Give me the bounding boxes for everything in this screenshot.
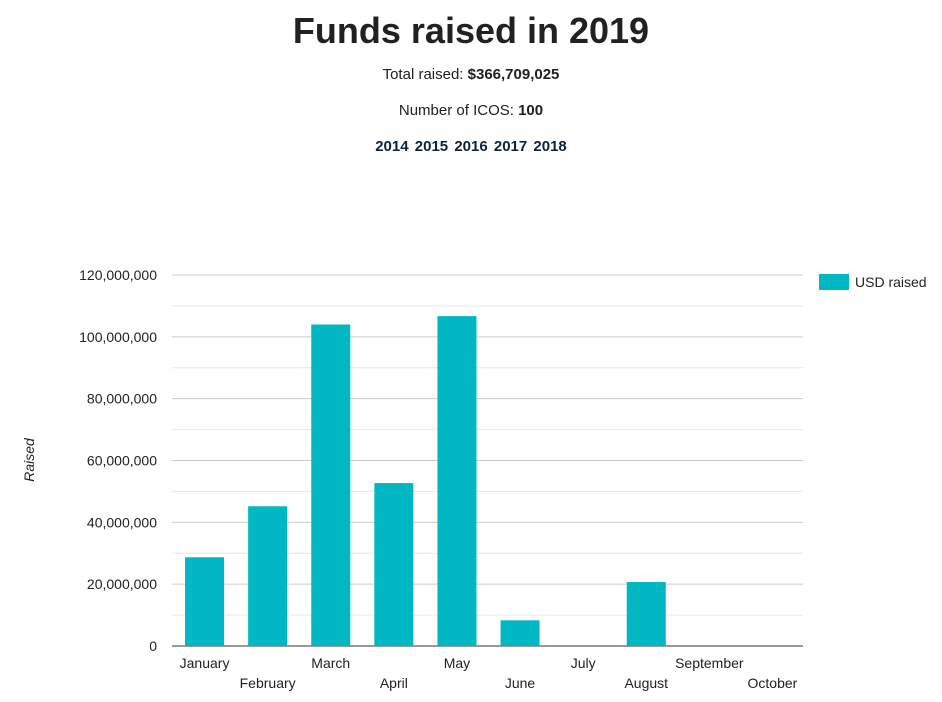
legend-swatch [819, 274, 849, 290]
y-tick-label: 40,000,000 [87, 514, 157, 530]
y-tick-label: 120,000,000 [79, 267, 157, 283]
x-tick-label: February [240, 675, 296, 691]
bar-april [374, 483, 413, 646]
y-tick-label: 0 [149, 638, 157, 654]
y-axis-label: Raised [21, 437, 37, 482]
bar-january [185, 557, 224, 646]
bar-chart: 0 20,000,000 40,000,000 60,000,000 80,000,00… [0, 0, 942, 702]
bar-may [437, 316, 476, 646]
x-tick-label: September [675, 655, 744, 671]
x-tick-label: August [624, 675, 668, 691]
bar-august [627, 582, 666, 646]
y-tick-label: 60,000,000 [87, 453, 157, 469]
x-tick-label: July [571, 655, 596, 671]
y-tick-label: 100,000,000 [79, 329, 157, 345]
bar-march [311, 324, 350, 646]
bar-june [501, 620, 540, 646]
x-tick-label: June [505, 675, 536, 691]
x-tick-label: January [180, 655, 230, 671]
x-tick-label: October [748, 675, 798, 691]
x-tick-label: March [311, 655, 350, 671]
x-tick-label: April [380, 675, 408, 691]
y-tick-label: 80,000,000 [87, 391, 157, 407]
bar-february [248, 506, 287, 646]
y-tick-label: 20,000,000 [87, 576, 157, 592]
x-tick-label: May [444, 655, 470, 671]
legend-label: USD raised [855, 274, 927, 290]
